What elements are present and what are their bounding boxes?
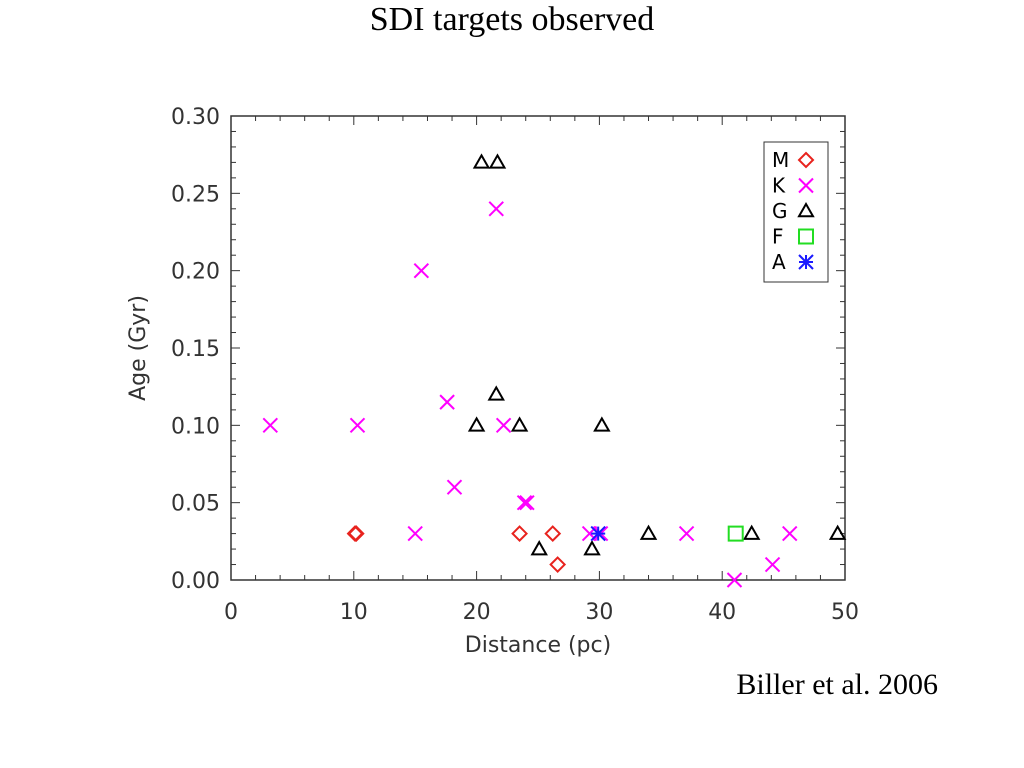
x-tick-label: 40 <box>708 600 736 625</box>
data-point-g <box>583 540 601 556</box>
y-tick-label: 0.00 <box>171 569 220 594</box>
data-point-a <box>590 525 606 542</box>
legend-label-k: K <box>772 174 786 198</box>
data-point-m <box>549 556 567 573</box>
legend-label-a: A <box>772 250 786 274</box>
data-point-m <box>347 525 365 543</box>
data-point-k <box>726 572 743 588</box>
data-point-k <box>439 394 455 410</box>
data-point-k <box>678 525 695 542</box>
data-point-k <box>488 201 504 217</box>
legend-marker-a <box>798 254 814 270</box>
x-tick-label: 10 <box>340 600 368 625</box>
data-point-k <box>516 494 533 511</box>
legend-box <box>763 141 829 283</box>
data-markers <box>262 153 847 588</box>
data-point-k <box>495 417 512 434</box>
y-tick-label: 0.05 <box>171 492 220 517</box>
data-point-g <box>828 524 847 540</box>
x-tick-label: 0 <box>224 600 238 625</box>
data-point-k <box>782 525 798 542</box>
y-tick-label: 0.10 <box>171 414 220 439</box>
x-tick-label: 20 <box>463 600 491 625</box>
y-tick-label: 0.15 <box>171 337 220 362</box>
x-tick-label: 30 <box>585 600 613 625</box>
y-tick-label: 0.20 <box>171 260 220 285</box>
data-point-g <box>639 524 658 540</box>
legend-marker-f <box>798 228 814 245</box>
citation: Biller et al. 2006 <box>736 668 938 701</box>
data-point-k <box>349 417 366 434</box>
data-point-g <box>593 416 611 432</box>
tick-labels: 0 10 20 30 40 50 0.00 0.05 0.10 0.15 0.20 0.25 0.30 <box>171 105 859 625</box>
data-point-g <box>472 153 491 169</box>
legend-marker-m <box>797 151 815 169</box>
data-point-k <box>446 479 463 495</box>
data-point-k <box>262 417 279 434</box>
data-point-m <box>511 525 528 543</box>
data-point-g <box>530 540 548 556</box>
data-point-k <box>519 494 535 511</box>
y-axis-title: Age (Gyr) <box>126 295 151 401</box>
legend-label-g: G <box>772 199 788 223</box>
data-point-f <box>727 525 744 542</box>
x-tick-label: 50 <box>831 600 859 625</box>
data-point-m <box>544 525 562 543</box>
legend-label-m: M <box>772 148 789 172</box>
y-tick-label: 0.30 <box>171 105 220 130</box>
x-axis-title: Distance (pc) <box>465 633 611 658</box>
data-point-g <box>510 416 529 432</box>
legend-label-f: F <box>772 225 784 249</box>
page-title: SDI targets observed <box>369 1 655 38</box>
data-point-g <box>488 153 507 169</box>
axis-ticks <box>230 115 846 581</box>
plot-frame <box>230 115 846 581</box>
data-point-k <box>764 556 781 573</box>
data-point-k <box>407 525 423 542</box>
data-point-g <box>742 524 761 540</box>
y-tick-label: 0.25 <box>171 182 220 207</box>
data-point-g <box>487 385 505 401</box>
legend-marker-g <box>797 201 815 218</box>
data-point-g <box>467 416 486 432</box>
legend-marker-k <box>798 177 814 194</box>
data-point-k <box>413 262 430 279</box>
